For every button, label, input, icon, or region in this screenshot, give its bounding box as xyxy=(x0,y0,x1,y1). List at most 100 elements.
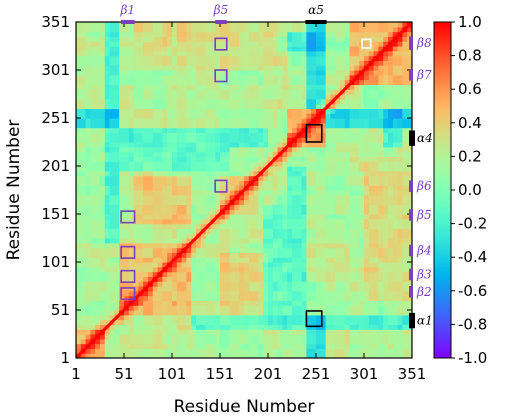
heatmap-cell xyxy=(311,209,317,215)
heatmap-cell xyxy=(282,257,288,263)
heatmap-cell xyxy=(124,94,130,100)
heatmap-cell xyxy=(368,209,375,215)
heatmap-cell xyxy=(224,161,231,167)
heatmap-cell xyxy=(100,314,106,321)
heatmap-cell xyxy=(258,228,264,234)
heatmap-cell xyxy=(349,94,355,100)
heatmap-cell xyxy=(344,199,351,205)
heatmap-cell xyxy=(340,79,346,85)
heatmap-cell xyxy=(320,84,327,90)
heatmap-cell xyxy=(325,175,331,181)
heatmap-cell xyxy=(229,252,235,258)
heatmap-cell xyxy=(143,329,149,335)
heatmap-cell xyxy=(253,319,259,325)
heatmap-cell xyxy=(104,252,111,258)
heatmap-cell xyxy=(224,271,231,277)
heatmap-cell xyxy=(335,218,341,225)
heatmap-cell xyxy=(181,60,187,66)
heatmap-cell xyxy=(311,199,317,205)
heatmap-cell xyxy=(248,46,255,52)
heatmap-cell xyxy=(162,209,168,215)
heatmap-cell xyxy=(253,242,259,249)
heatmap-cell xyxy=(306,74,312,81)
heatmap-cell xyxy=(306,348,312,354)
heatmap-cell xyxy=(325,118,331,124)
heatmap-cell xyxy=(239,161,245,167)
heatmap-cell xyxy=(296,319,303,325)
heatmap-cell xyxy=(311,194,317,201)
heatmap-cell xyxy=(368,305,375,311)
heatmap-cell xyxy=(138,170,144,177)
heatmap-cell xyxy=(95,286,101,292)
heatmap-cell xyxy=(152,271,159,277)
heatmap-cell xyxy=(76,266,82,273)
heatmap-cell xyxy=(402,209,408,215)
heatmap-cell xyxy=(402,146,408,153)
heatmap-cell xyxy=(306,266,312,273)
heatmap-cell xyxy=(287,247,293,253)
heatmap-cell xyxy=(354,31,360,37)
heatmap-cell xyxy=(344,324,351,330)
heatmap-cell xyxy=(316,41,322,47)
heatmap-cell xyxy=(277,238,283,244)
heatmap-cell xyxy=(364,41,370,47)
heatmap-cell xyxy=(301,118,307,124)
heatmap-cell xyxy=(349,113,355,119)
heatmap-cell xyxy=(325,22,331,28)
heatmap-cell xyxy=(349,334,355,340)
heatmap-cell xyxy=(191,89,197,95)
heatmap-cell xyxy=(80,26,87,33)
heatmap-cell xyxy=(224,199,231,205)
heatmap-cell xyxy=(349,122,355,129)
heatmap-cell xyxy=(344,233,351,239)
heatmap-cell xyxy=(287,122,293,129)
heatmap-cell xyxy=(335,89,341,95)
heatmap-cell xyxy=(364,204,370,210)
heatmap-cell xyxy=(210,31,216,37)
heatmap-cell xyxy=(296,180,303,186)
heatmap-cell xyxy=(378,170,384,177)
heatmap-cell xyxy=(172,262,178,268)
heatmap-cell xyxy=(143,190,149,196)
heatmap-cell xyxy=(148,218,154,225)
heatmap-cell xyxy=(176,132,183,138)
heatmap-cell xyxy=(205,185,211,191)
heatmap-cell xyxy=(100,132,106,138)
heatmap-cell xyxy=(248,300,255,306)
heatmap-cell xyxy=(200,343,207,349)
heatmap-cell xyxy=(330,199,336,205)
heatmap-cell xyxy=(282,300,288,306)
heatmap-cell xyxy=(205,214,211,220)
heatmap-cell xyxy=(258,55,264,61)
heatmap-cell xyxy=(215,194,221,201)
highlight-box xyxy=(214,37,228,51)
heatmap-cell xyxy=(196,127,202,133)
heatmap-cell xyxy=(234,214,240,220)
heatmap-cell xyxy=(224,31,231,37)
heatmap-cell xyxy=(119,98,125,105)
heatmap-cell xyxy=(272,113,279,119)
heatmap-cell xyxy=(167,36,173,42)
heatmap-cell xyxy=(277,353,283,358)
heatmap-cell xyxy=(215,305,221,311)
heatmap-cell xyxy=(325,166,331,172)
heatmap-cell xyxy=(244,262,250,268)
heatmap-cell xyxy=(373,46,379,52)
heatmap-cell xyxy=(287,214,293,220)
heatmap-cell xyxy=(368,290,375,297)
heatmap-cell xyxy=(354,94,360,100)
heatmap-cell xyxy=(325,132,331,138)
heatmap-cell xyxy=(263,89,269,95)
heatmap-cell xyxy=(388,233,394,239)
heatmap-cell xyxy=(124,276,130,282)
heatmap-cell xyxy=(354,300,360,306)
heatmap-cell xyxy=(244,180,250,186)
heatmap-cell xyxy=(143,94,149,100)
heatmap-cell xyxy=(364,103,370,109)
heatmap-cell xyxy=(167,300,173,306)
heatmap-cell xyxy=(272,132,279,138)
heatmap-cell xyxy=(378,286,384,292)
heatmap-cell xyxy=(402,214,408,220)
heatmap-cell xyxy=(263,132,269,138)
heatmap-cell xyxy=(234,257,240,263)
